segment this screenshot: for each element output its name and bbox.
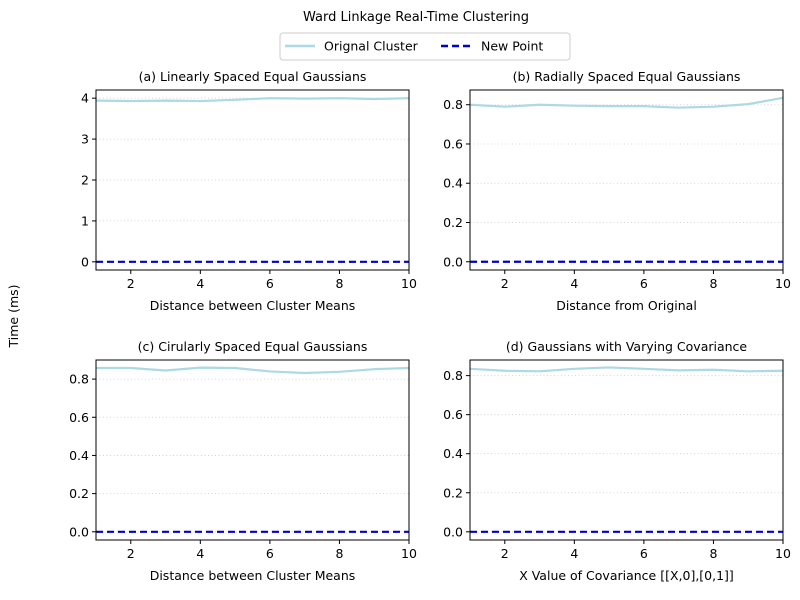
figure-title: Ward Linkage Real-Time Clustering bbox=[303, 10, 529, 25]
x-axis-label: Distance from Original bbox=[556, 298, 697, 313]
y-tick-label: 0.6 bbox=[443, 407, 463, 422]
y-tick-label: 0.0 bbox=[443, 254, 463, 269]
x-tick-label: 10 bbox=[775, 546, 791, 561]
x-tick-label: 6 bbox=[266, 276, 274, 291]
panel-3: 2 4 6 8 10 0.0 0.2 0.4 0.6 0.8 (c) Cirularly Space… bbox=[69, 339, 417, 583]
y-tick-label: 0 bbox=[81, 254, 89, 269]
x-tick-label: 6 bbox=[640, 276, 648, 291]
x-tick-label: 10 bbox=[401, 546, 417, 561]
y-tick-label: 0.8 bbox=[443, 97, 463, 112]
legend-label-original-cluster: Orignal Cluster bbox=[324, 39, 419, 54]
x-tick-label: 8 bbox=[335, 546, 343, 561]
x-tick-label: 10 bbox=[401, 276, 417, 291]
y-tick-label: 0.8 bbox=[69, 372, 89, 387]
y-tick-label: 1 bbox=[81, 213, 89, 228]
y-tick-label: 0.2 bbox=[69, 486, 89, 501]
series-line-orignal-cluster bbox=[469, 366, 784, 373]
x-tick-label: 8 bbox=[709, 546, 717, 561]
axes-frame bbox=[469, 89, 784, 271]
y-tick-label: 0.0 bbox=[443, 524, 463, 539]
panel-2: 2 4 6 8 10 0.0 0.2 0.4 0.6 0.8 (b) Radially Spaced… bbox=[443, 69, 791, 313]
panel-title: (d) Gaussians with Varying Covariance bbox=[506, 339, 748, 354]
y-tick-label: 3 bbox=[81, 132, 89, 147]
y-tick-label: 2 bbox=[81, 173, 89, 188]
x-axis-label: Distance between Cluster Means bbox=[150, 568, 356, 583]
y-tick-label: 0.0 bbox=[69, 524, 89, 539]
y-tick-label: 0.2 bbox=[443, 485, 463, 500]
x-tick-label: 2 bbox=[501, 546, 509, 561]
x-tick-label: 2 bbox=[127, 276, 135, 291]
x-tick-label: 4 bbox=[570, 546, 578, 561]
y-tick-label: 0.6 bbox=[69, 410, 89, 425]
x-tick-label: 8 bbox=[335, 276, 343, 291]
series-line-orignal-cluster bbox=[95, 97, 410, 103]
x-tick-label: 8 bbox=[709, 276, 717, 291]
y-tick-label: 0.4 bbox=[443, 446, 463, 461]
x-axis-label: X Value of Covariance [[X,0],[0,1]] bbox=[519, 568, 734, 583]
panel-title: (a) Linearly Spaced Equal Gaussians bbox=[139, 69, 367, 84]
series-line-orignal-cluster bbox=[469, 96, 784, 109]
x-tick-label: 2 bbox=[501, 276, 509, 291]
x-tick-label: 4 bbox=[196, 546, 204, 561]
legend: Orignal Cluster New Point bbox=[279, 32, 571, 61]
x-tick-label: 6 bbox=[640, 546, 648, 561]
y-tick-label: 0.8 bbox=[443, 368, 463, 383]
axes-frame bbox=[469, 359, 784, 541]
panel-1: 2 4 6 8 10 0 1 2 3 4 (a) Linearly Spaced Equal Gau… bbox=[81, 69, 417, 313]
legend-frame bbox=[279, 32, 571, 61]
y-tick-label: 0.6 bbox=[443, 136, 463, 151]
shared-y-axis-label: Time (ms) bbox=[6, 284, 21, 348]
y-tick-label: 0.2 bbox=[443, 215, 463, 230]
axes-frame bbox=[95, 359, 410, 541]
x-tick-label: 4 bbox=[570, 276, 578, 291]
y-tick-label: 0.4 bbox=[69, 448, 89, 463]
x-tick-label: 4 bbox=[196, 276, 204, 291]
panel-title: (b) Radially Spaced Equal Gaussians bbox=[513, 69, 741, 84]
legend-label-new-point: New Point bbox=[481, 39, 543, 54]
panel-title: (c) Cirularly Spaced Equal Gaussians bbox=[138, 339, 368, 354]
y-tick-label: 4 bbox=[81, 91, 89, 106]
panel-4: 2 4 6 8 10 0.0 0.2 0.4 0.6 0.8 (d) Gaussians with … bbox=[443, 339, 791, 583]
x-tick-label: 2 bbox=[127, 546, 135, 561]
y-tick-label: 0.4 bbox=[443, 176, 463, 191]
x-tick-label: 6 bbox=[266, 546, 274, 561]
x-tick-label: 10 bbox=[775, 276, 791, 291]
series-line-orignal-cluster bbox=[96, 366, 410, 375]
x-axis-label: Distance between Cluster Means bbox=[150, 298, 356, 313]
